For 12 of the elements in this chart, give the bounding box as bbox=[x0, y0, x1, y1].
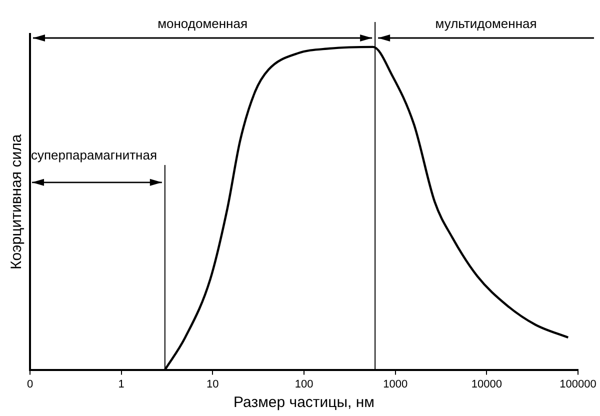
x-axis-title: Размер частицы, нм bbox=[234, 394, 374, 412]
y-axis-title: Коэрцитивная сила bbox=[8, 134, 26, 270]
x-tick-label: 100000 bbox=[560, 378, 596, 390]
x-tick-label: 10000 bbox=[471, 378, 502, 390]
text: мультидоменная bbox=[435, 16, 537, 32]
x-tick-label: 1000 bbox=[383, 378, 408, 390]
annotation: суперпарамагнитная bbox=[31, 147, 157, 162]
x-tick-label: 1 bbox=[118, 378, 124, 390]
x-tick-label: 0 bbox=[26, 378, 34, 390]
x-tick-label: 10 bbox=[206, 378, 219, 390]
x-tick-label: 100 bbox=[294, 378, 314, 390]
text: монодоменная bbox=[158, 16, 248, 32]
